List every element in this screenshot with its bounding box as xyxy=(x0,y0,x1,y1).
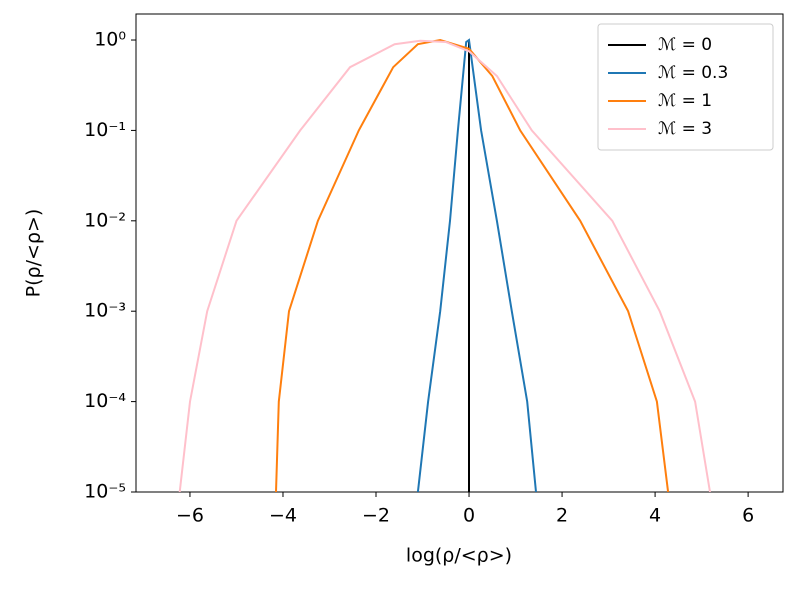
y-tick-label: 10⁰ xyxy=(94,29,126,51)
legend-label: ℳ = 0.3 xyxy=(658,63,728,83)
plot-area xyxy=(135,13,784,493)
x-tick-label: −4 xyxy=(269,505,297,527)
series-line xyxy=(275,38,670,492)
x-tick-label: −2 xyxy=(362,505,390,527)
x-tick-label: 4 xyxy=(649,505,661,527)
legend-label: ℳ = 3 xyxy=(658,119,712,139)
y-tick-label: 10⁻³ xyxy=(84,300,126,322)
legend-label: ℳ = 1 xyxy=(658,91,712,111)
x-tick-label: −6 xyxy=(176,505,204,527)
x-tick-label: 2 xyxy=(556,505,568,527)
y-tick-label: 10⁻⁵ xyxy=(84,481,126,503)
x-axis-label: log(ρ/<ρ>) xyxy=(406,545,512,567)
series-line xyxy=(178,39,711,492)
legend-box xyxy=(597,23,774,151)
x-tick-label: 0 xyxy=(463,505,475,527)
x-tick-label: 6 xyxy=(742,505,754,527)
y-tick-label: 10⁻² xyxy=(84,209,126,231)
y-tick-label: 10⁻⁴ xyxy=(84,390,126,412)
y-tick-label: 10⁻¹ xyxy=(84,119,126,141)
series-line xyxy=(416,38,537,492)
y-axis-label: P(ρ/<ρ>) xyxy=(23,209,45,298)
legend-label: ℳ = 0 xyxy=(658,35,712,55)
legend: ℳ = 0 ℳ = 0.3 ℳ = 1 ℳ = 3 xyxy=(597,23,774,151)
